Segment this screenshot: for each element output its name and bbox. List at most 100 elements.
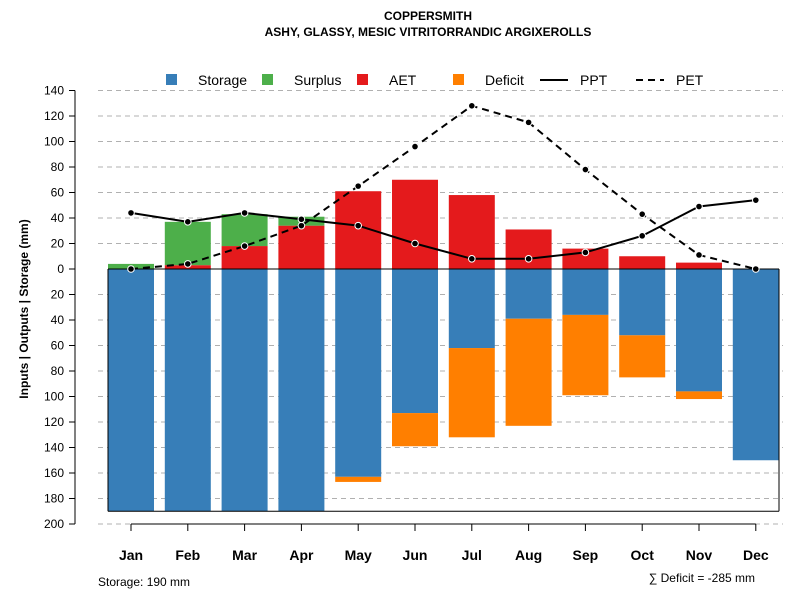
pet-point xyxy=(297,221,306,230)
y-tick-label: 100 xyxy=(44,390,64,404)
y-tick-label: 20 xyxy=(51,237,65,251)
y-tick-label: 200 xyxy=(44,517,64,531)
surplus-bar xyxy=(164,221,211,266)
x-tick-label-may: May xyxy=(345,547,372,563)
x-tick-label-feb: Feb xyxy=(175,547,200,563)
ppt-point xyxy=(468,254,476,263)
aet-bar xyxy=(278,225,325,269)
y-tick-label: 60 xyxy=(51,339,65,353)
y-tick-label: 120 xyxy=(44,109,64,123)
pet-point xyxy=(752,265,760,273)
x-tick-label-nov: Nov xyxy=(686,547,713,563)
storage-bar xyxy=(562,269,609,315)
ppt-point xyxy=(240,209,249,217)
pet-point xyxy=(468,102,476,110)
ppt-point xyxy=(127,209,135,217)
deficit-bar xyxy=(335,476,382,482)
storage-bar xyxy=(221,269,268,512)
legend-swatch-aet xyxy=(357,74,368,85)
ppt-point xyxy=(184,218,192,226)
legend-swatch-storage xyxy=(166,74,177,85)
pet-line xyxy=(130,104,757,270)
pet-point xyxy=(524,118,533,127)
y-tick-label: 40 xyxy=(51,313,65,327)
legend-swatch-surplus xyxy=(262,74,273,85)
storage-bar xyxy=(335,269,382,477)
legend-swatch-deficit xyxy=(453,74,464,85)
aet-bar xyxy=(392,179,438,269)
pet-point xyxy=(127,265,135,273)
storage-bar xyxy=(392,269,438,414)
pet-point xyxy=(240,242,249,250)
storage-bar xyxy=(164,269,211,512)
pet-point xyxy=(411,142,419,151)
x-tick-label-sep: Sep xyxy=(573,547,599,563)
legend-label-aet: AET xyxy=(389,72,417,88)
deficit-bar xyxy=(448,348,495,438)
storage-bar xyxy=(278,269,325,512)
storage-bar xyxy=(732,269,779,461)
deficit-bar xyxy=(562,314,609,396)
ppt-point xyxy=(581,248,590,257)
y-tick-label: 80 xyxy=(51,364,65,378)
y-tick-label: 40 xyxy=(51,211,65,225)
y-tick-label: 0 xyxy=(57,262,64,276)
ppt-point xyxy=(354,221,363,230)
pet-point xyxy=(695,251,703,259)
y-tick-label: 20 xyxy=(51,288,65,302)
storage-bar xyxy=(619,269,666,336)
storage-bar xyxy=(676,269,722,392)
chart-subtitle: ASHY, GLASSY, MESIC VITRITORRANDIC ARGIX… xyxy=(265,25,592,39)
aet-bar xyxy=(676,262,722,269)
pet-point xyxy=(581,165,590,174)
deficit-bar xyxy=(619,335,666,378)
axes: 1401201008060402002040608010012014016018… xyxy=(44,84,780,563)
lines xyxy=(127,102,760,273)
ppt-point xyxy=(411,239,419,248)
y-tick-label: 160 xyxy=(44,466,64,480)
chart-title: COPPERSMITH xyxy=(384,9,472,23)
aet-bar xyxy=(221,246,268,269)
pet-point xyxy=(184,260,192,268)
y-tick-label: 120 xyxy=(44,415,64,429)
x-tick-label-jun: Jun xyxy=(403,547,428,563)
legend-label-deficit: Deficit xyxy=(485,72,524,88)
x-tick-label-apr: Apr xyxy=(289,547,314,563)
bars xyxy=(108,179,779,512)
legend-label-ppt: PPT xyxy=(580,72,608,88)
aet-bar xyxy=(619,256,666,269)
x-tick-label-oct: Oct xyxy=(631,547,655,563)
storage-capacity-note: Storage: 190 mm xyxy=(98,575,190,589)
aet-bar xyxy=(505,229,552,269)
x-tick-label-mar: Mar xyxy=(232,547,257,563)
ppt-point xyxy=(752,196,760,204)
deficit-bar xyxy=(505,318,552,426)
deficit-bar xyxy=(676,391,722,400)
x-tick-label-jan: Jan xyxy=(119,547,143,563)
x-tick-label-jul: Jul xyxy=(462,547,482,563)
y-tick-label: 140 xyxy=(44,84,64,98)
ppt-line xyxy=(130,199,756,260)
pet-point xyxy=(638,210,647,218)
y-axis-label: Inputs | Outputs | Storage (mm) xyxy=(17,219,31,398)
deficit-total-note: ∑ Deficit = -285 mm xyxy=(649,571,755,585)
legend-label-surplus: Surplus xyxy=(294,72,341,88)
ppt-point xyxy=(638,232,647,240)
y-tick-label: 180 xyxy=(44,492,64,506)
ppt-point xyxy=(695,202,703,211)
y-tick-label: 80 xyxy=(51,160,65,174)
pet-point xyxy=(354,182,363,190)
legend-label-pet: PET xyxy=(676,72,704,88)
deficit-bar xyxy=(392,413,438,447)
x-tick-label-dec: Dec xyxy=(743,547,769,563)
y-tick-label: 60 xyxy=(51,186,65,200)
x-tick-label-aug: Aug xyxy=(515,547,542,563)
ppt-point xyxy=(524,254,533,263)
y-tick-label: 140 xyxy=(44,441,64,455)
legend: Storage Surplus AET Deficit PPT PET xyxy=(166,72,704,88)
storage-bar xyxy=(448,269,495,349)
storage-bar xyxy=(505,269,552,319)
storage-bar xyxy=(108,269,154,512)
y-tick-label: 100 xyxy=(44,135,64,149)
